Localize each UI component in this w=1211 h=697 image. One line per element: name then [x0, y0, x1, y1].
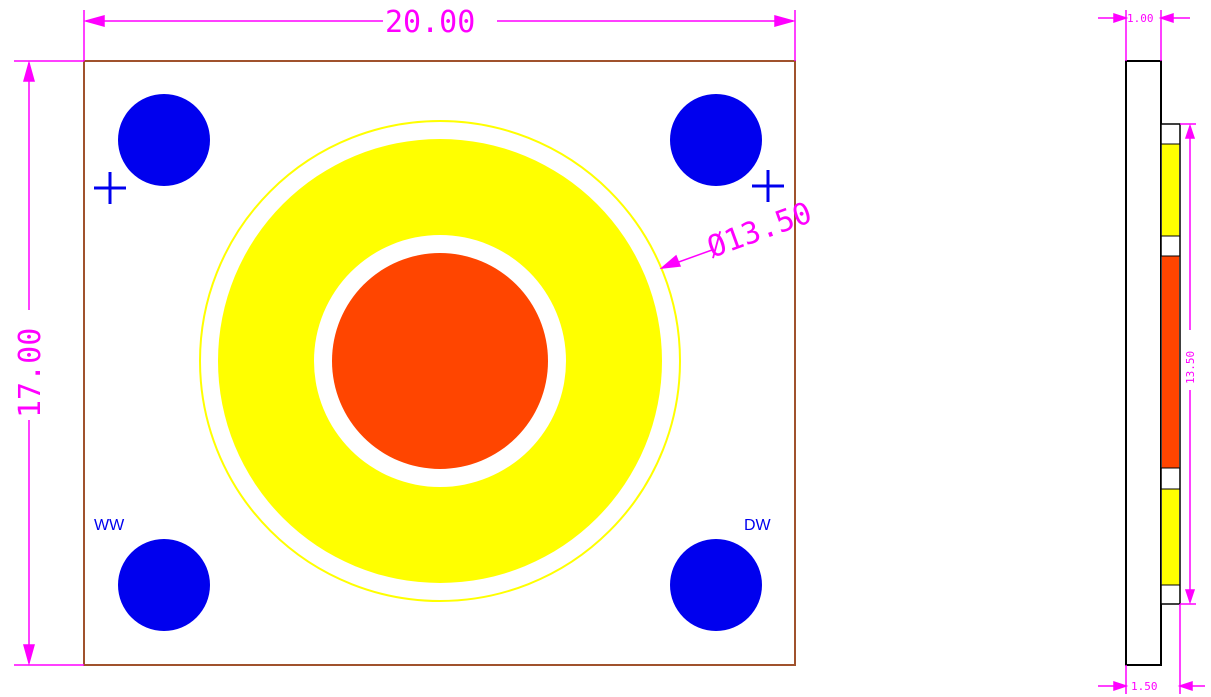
side-view: 1.00 13.50 1.50 — [1098, 10, 1205, 694]
pad-bottom-right — [670, 539, 762, 631]
diameter-label: Ø13.50 — [703, 196, 817, 266]
side-height-dimension — [1180, 123, 1196, 605]
width-label: 20.00 — [385, 5, 475, 40]
ww-label: WW — [94, 517, 125, 534]
side-bottom-dimension — [1098, 604, 1205, 694]
height-label: 17.00 — [13, 328, 48, 418]
side-substrate — [1125, 60, 1162, 666]
pad-top-left — [118, 94, 210, 186]
pad-bottom-left — [118, 539, 210, 631]
diameter-leader — [659, 249, 713, 270]
side-yellow-top — [1162, 144, 1179, 236]
side-thickness-label: 1.00 — [1127, 12, 1154, 25]
height-dimension — [14, 60, 84, 666]
side-top-dimension — [1098, 10, 1190, 61]
pad-top-right — [670, 94, 762, 186]
side-height-label: 13.50 — [1184, 351, 1197, 384]
phosphor-core — [332, 253, 548, 469]
plus-icon — [94, 172, 126, 204]
front-view: WW DW 20.00 17.00 — [13, 5, 817, 666]
board-outline — [83, 60, 796, 666]
plus-icon — [752, 170, 784, 202]
side-yellow-bottom — [1162, 489, 1179, 585]
side-bottom-label: 1.50 — [1131, 680, 1158, 693]
side-red-core — [1162, 256, 1179, 468]
dw-label: DW — [744, 517, 772, 534]
width-dimension — [83, 10, 796, 61]
